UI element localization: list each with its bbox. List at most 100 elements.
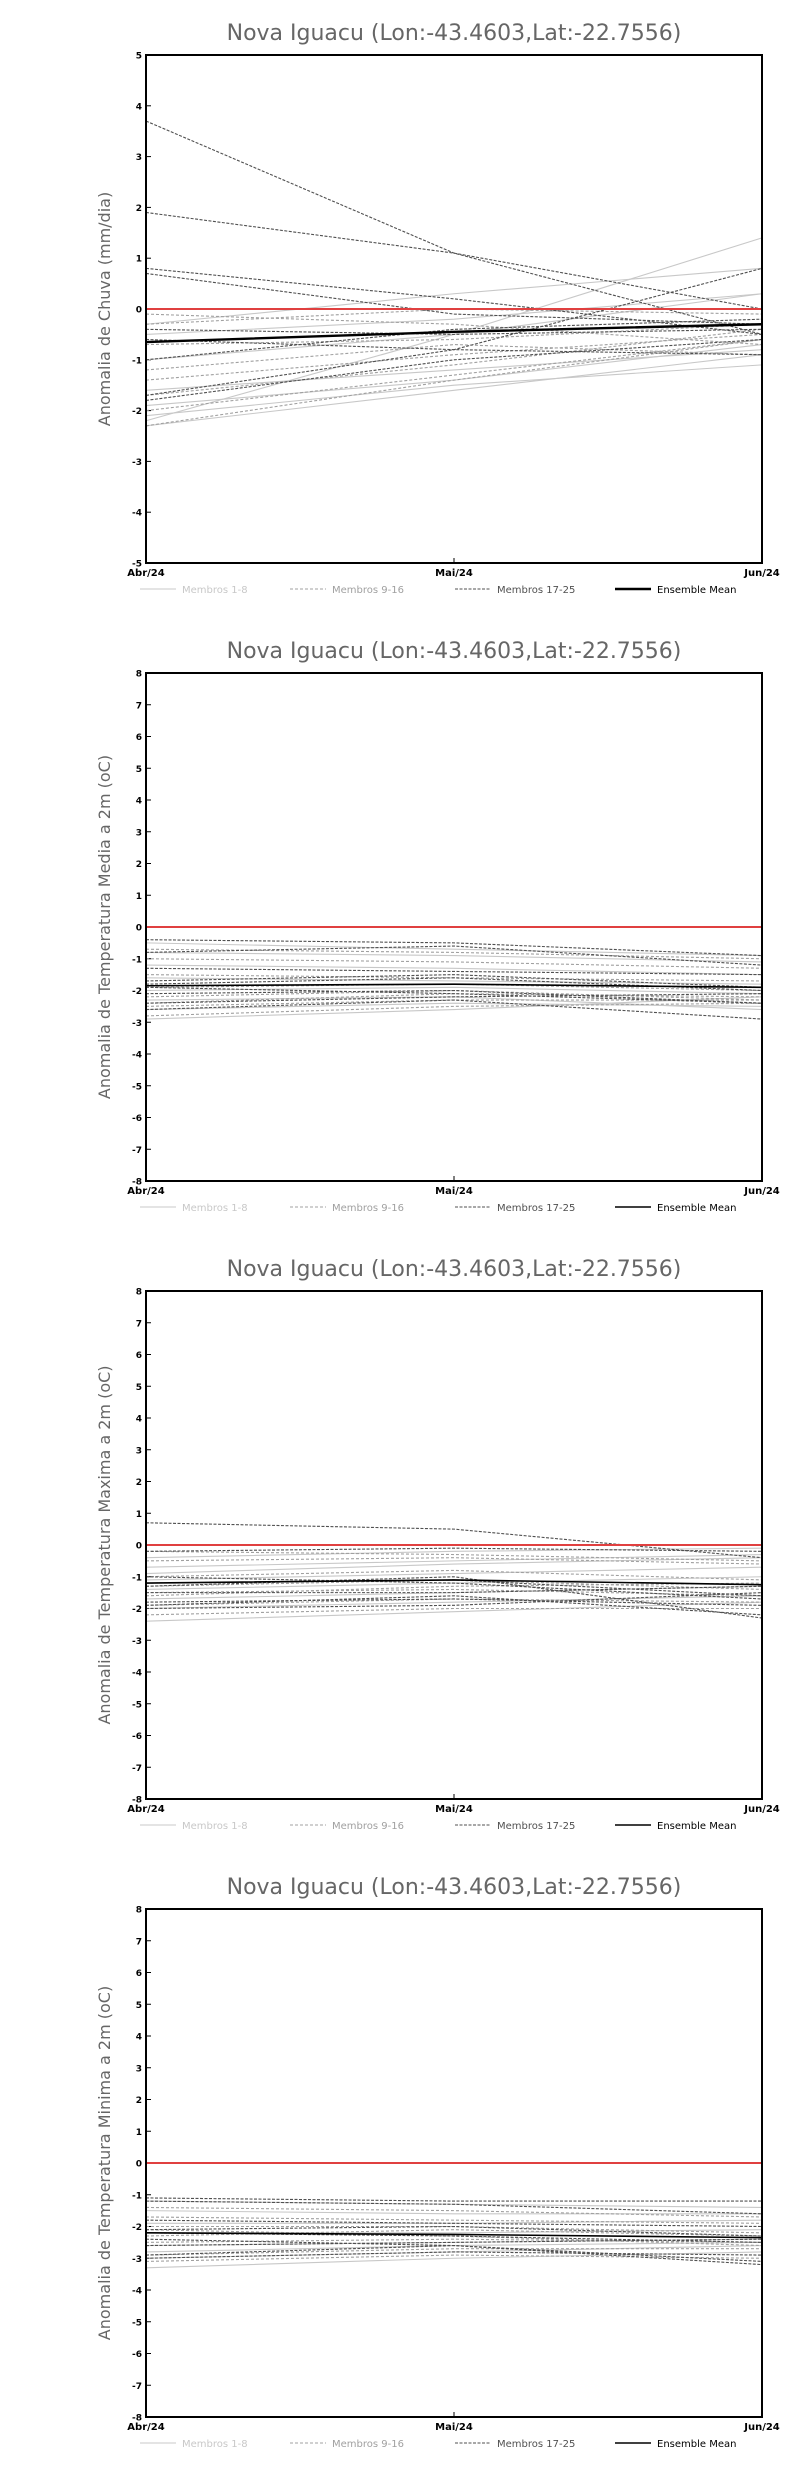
member-line-1-8 xyxy=(145,986,763,995)
y-tick-label: 0 xyxy=(136,924,142,934)
y-tick-label: 3 xyxy=(136,2064,142,2074)
x-tick-label: Abr/24 xyxy=(127,568,164,579)
member-line-9-16 xyxy=(145,313,763,346)
y-tick-label: -1 xyxy=(132,1573,142,1583)
member-line-9-16 xyxy=(145,1579,763,1590)
member-line-9-16 xyxy=(145,948,763,960)
member-line-1-8 xyxy=(145,2210,762,2215)
y-tick-label: 1 xyxy=(136,1510,142,1520)
member-line-17-25 xyxy=(145,2225,763,2237)
x-tick-label: Abr/24 xyxy=(127,1804,164,1815)
member-line-1-8 xyxy=(145,1547,763,1559)
member-line-9-16 xyxy=(145,993,763,1004)
member-line-9-16 xyxy=(145,983,763,992)
y-tick-label: 5 xyxy=(136,765,142,775)
y-tick-label: -8 xyxy=(132,1178,142,1188)
member-line-17-25 xyxy=(145,939,763,957)
y-tick-label: 2 xyxy=(136,2096,142,2106)
y-tick-label: -8 xyxy=(132,1796,142,1806)
y-tick-label: -1 xyxy=(132,955,142,965)
member-line-17-25 xyxy=(145,1595,763,1616)
member-line-17-25 xyxy=(145,1522,763,1559)
y-tick-label: -7 xyxy=(132,1146,142,1156)
member-line-17-25 xyxy=(145,2238,763,2247)
y-tick-label: -6 xyxy=(132,1114,142,1124)
member-line-9-16 xyxy=(145,344,763,371)
chart-title: Nova Iguacu (Lon:-43.4603,Lat:-22.7556) xyxy=(227,21,682,46)
chart-title: Nova Iguacu (Lon:-43.4603,Lat:-22.7556) xyxy=(227,639,682,664)
y-tick-label: 4 xyxy=(136,102,142,112)
member-line-9-16 xyxy=(145,323,763,346)
y-tick-label: 3 xyxy=(136,153,142,163)
y-tick-label: -4 xyxy=(132,1669,142,1679)
y-tick-label: -4 xyxy=(132,1051,142,1061)
x-tick-label: Jun/24 xyxy=(743,568,780,579)
y-tick-label: 6 xyxy=(136,733,142,743)
member-line-17-25 xyxy=(145,2244,763,2266)
member-line-1-8 xyxy=(145,942,763,957)
y-tick-label: 0 xyxy=(136,1542,142,1552)
member-line-17-25 xyxy=(145,2197,762,2202)
member-line-9-16 xyxy=(145,308,763,325)
y-tick-label: 1 xyxy=(136,2128,142,2138)
legend-label: Membros 1-8 xyxy=(182,585,248,596)
plot-frame xyxy=(145,672,763,1182)
y-tick-label: -6 xyxy=(132,2350,142,2360)
member-line-9-16 xyxy=(145,958,763,969)
y-tick-label: 0 xyxy=(136,306,142,316)
member-line-1-8 xyxy=(145,293,763,335)
member-line-1-8 xyxy=(145,1595,763,1610)
legend-label: Membros 1-8 xyxy=(182,1821,248,1832)
member-line-17-25 xyxy=(145,338,763,356)
legend-label: Ensemble Mean xyxy=(657,2439,736,2450)
y-tick-label: 7 xyxy=(136,701,142,711)
y-tick-label: -1 xyxy=(132,2191,142,2201)
legend-label: Ensemble Mean xyxy=(657,1203,736,1214)
x-tick-label: Abr/24 xyxy=(127,2422,164,2433)
member-line-17-25 xyxy=(145,338,763,401)
y-tick-label: 2 xyxy=(136,860,142,870)
y-tick-label: 5 xyxy=(136,52,142,62)
member-line-17-25 xyxy=(145,2251,763,2259)
member-line-9-16 xyxy=(145,1598,763,1606)
member-line-17-25 xyxy=(145,989,763,1004)
legend-label: Membros 9-16 xyxy=(332,1821,404,1832)
member-line-17-25 xyxy=(145,318,763,361)
member-line-1-8 xyxy=(145,349,763,391)
x-tick-label: Mai/24 xyxy=(435,1804,473,1815)
chart-panel-4: Nova Iguacu (Lon:-43.4603,Lat:-22.7556) A… xyxy=(95,1875,780,2450)
member-line-17-25 xyxy=(145,2238,763,2262)
y-tick-label: 2 xyxy=(136,204,142,214)
y-tick-label: -2 xyxy=(132,2223,142,2233)
legend-label: Membros 1-8 xyxy=(182,1203,248,1214)
y-tick-label: 8 xyxy=(136,1906,142,1916)
legend-label: Membros 17-25 xyxy=(497,1821,575,1832)
y-tick-label: -6 xyxy=(132,1732,142,1742)
legend-label: Ensemble Mean xyxy=(657,585,736,596)
member-line-9-16 xyxy=(145,1569,763,1581)
y-tick-label: -4 xyxy=(132,509,142,519)
y-axis-label: Anomalia de Temperatura Media a 2m (oC) xyxy=(95,755,114,1099)
y-tick-label: -8 xyxy=(132,2414,142,2424)
x-tick-label: Mai/24 xyxy=(435,2422,473,2433)
member-line-9-16 xyxy=(145,1557,763,1565)
legend-label: Membros 17-25 xyxy=(497,585,575,596)
y-tick-label: -1 xyxy=(132,356,142,366)
y-tick-label: -2 xyxy=(132,987,142,997)
member-line-9-16 xyxy=(145,2216,763,2224)
chart-panel-2: Nova Iguacu (Lon:-43.4603,Lat:-22.7556) A… xyxy=(95,639,780,1214)
member-line-9-16 xyxy=(145,989,763,1001)
y-axis-label: Anomalia de Chuva (mm/dia) xyxy=(95,192,114,426)
member-line-1-8 xyxy=(145,1557,763,1575)
y-tick-label: -3 xyxy=(132,2255,142,2265)
legend-label: Membros 9-16 xyxy=(332,2439,404,2450)
y-tick-label: -3 xyxy=(132,1019,142,1029)
member-line-17-25 xyxy=(145,211,763,310)
x-tick-label: Jun/24 xyxy=(743,1186,780,1197)
member-line-9-16 xyxy=(145,999,762,1007)
y-tick-label: 3 xyxy=(136,828,142,838)
y-tick-label: -2 xyxy=(132,407,142,417)
member-line-9-16 xyxy=(145,1588,763,1597)
member-line-1-8 xyxy=(145,951,763,963)
